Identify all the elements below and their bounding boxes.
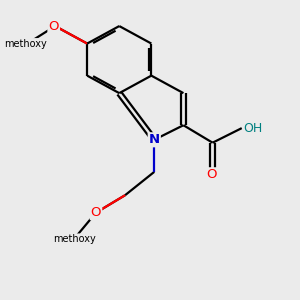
Text: OH: OH xyxy=(243,122,262,135)
Text: methoxy: methoxy xyxy=(4,39,47,49)
Text: methoxy: methoxy xyxy=(53,234,95,244)
Text: O: O xyxy=(91,206,101,219)
Text: O: O xyxy=(48,20,59,33)
Text: O: O xyxy=(206,168,216,181)
Text: N: N xyxy=(149,133,160,146)
